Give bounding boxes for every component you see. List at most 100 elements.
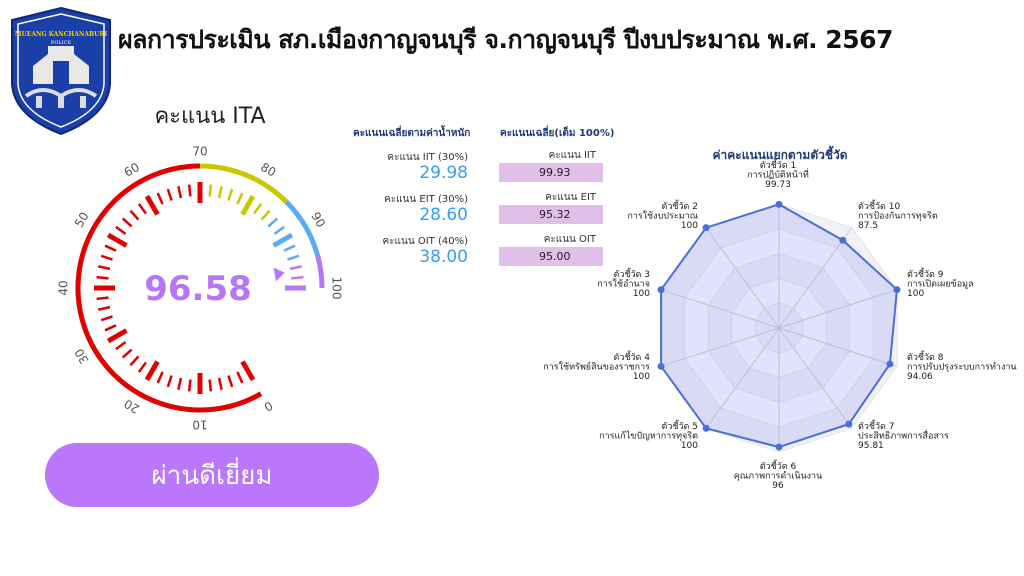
gauge-tick-label: 60: [122, 160, 142, 180]
radar-label-label: 95.81: [858, 441, 884, 451]
radar-label-name: ตัวชี้วัด 4: [614, 350, 651, 363]
radar-axis: [778, 289, 898, 329]
gauge-pointer-icon: [273, 267, 285, 282]
gauge-tick: [96, 275, 109, 280]
average-value: 99.93: [499, 163, 603, 182]
gauge-value: 96.58: [144, 269, 252, 309]
radar-label-name: ตัวชี้วัด 3: [614, 267, 651, 280]
gauge-tick: [217, 377, 223, 390]
gauge-title: คะแนน ITA: [154, 104, 266, 129]
gauge-tick: [267, 217, 279, 228]
gauge-tick: [166, 188, 173, 201]
gauge-tick-label: 20: [122, 396, 142, 416]
gauge-tick: [156, 192, 164, 205]
svg-text:POLICE: POLICE: [51, 40, 72, 46]
radar-label-label: 100: [633, 289, 650, 299]
gauge-tick-label: 100: [330, 277, 344, 300]
weighted-label: คะแนน IIT (30%): [387, 152, 468, 163]
radar-label-label: 87.5: [858, 221, 878, 231]
gauge-tick: [289, 265, 302, 271]
radar-point: [845, 420, 853, 428]
gauge-tick-label: 70: [192, 145, 207, 159]
weighted-value: 38.00: [419, 247, 468, 267]
gauge-tick: [144, 194, 160, 216]
radar-label-desc: การใช้ทรัพย์สินของราชการ: [543, 361, 650, 373]
gauge-tick: [236, 371, 244, 384]
radar-label-label: 96: [772, 481, 784, 491]
status-pass-excellent-button[interactable]: ผ่านดีเยี่ยม: [45, 443, 379, 507]
radar-label-name: ตัวชี้วัด 8: [907, 350, 944, 363]
gauge-tick: [272, 232, 294, 248]
radar-label-desc: การแก้ไขปัญหาการทุจริต: [599, 431, 698, 442]
page-title: ผลการประเมิน สภ.เมืองกาญจนบุรี จ.กาญจนบุ…: [118, 25, 893, 54]
gauge-tick-label: 80: [258, 160, 278, 180]
radar-label-label: 100: [681, 441, 698, 451]
gauge-tick: [144, 360, 160, 382]
radar-label-desc: ประสิทธิภาพการสื่อสาร: [858, 429, 949, 442]
gauge-tick: [106, 328, 128, 344]
gauge-tick: [187, 184, 192, 197]
gauge-tick: [156, 371, 164, 384]
gauge-tick: [129, 355, 140, 367]
radar-axis: [778, 327, 898, 367]
gauge-tick: [121, 348, 133, 359]
average-label: คะแนน EIT: [545, 192, 596, 203]
weighted-value: 28.60: [419, 205, 468, 225]
radar-axis: [660, 289, 780, 329]
gauge-tick: [98, 265, 111, 271]
gauge-tick: [98, 305, 111, 311]
gauge-tick: [208, 184, 213, 197]
radar-label-name: ตัวชี้วัด 7: [858, 419, 895, 432]
gauge-tick: [236, 192, 244, 205]
radar-label-desc: การปรับปรุงระบบการทำงาน: [907, 362, 1017, 373]
radar-label-label: 100: [633, 372, 650, 382]
radar-label-name: ตัวชี้วัด 6: [760, 459, 797, 472]
radar-label-desc: การเปิดเผยข้อมูล: [907, 279, 974, 290]
radar-label-desc: คุณภาพการดำเนินงาน: [734, 471, 823, 482]
weighted-label: คะแนน OIT (40%): [382, 236, 469, 247]
gauge-tick: [100, 254, 113, 261]
average-value: 95.00: [499, 247, 603, 266]
gauge-tick-label: 50: [72, 210, 92, 230]
radar-label-name: ตัวชี้วัด 10: [858, 199, 900, 212]
average-label: คะแนน IIT: [548, 150, 596, 161]
weighted-header: คะแนนเฉลี่ยตามค่าน้ำหนัก: [353, 128, 471, 139]
radar-axis: [705, 327, 780, 429]
gauge-tick: [240, 360, 256, 382]
radar-label-desc: การปฏิบัติหน้าที่: [747, 168, 809, 181]
gauge-band: [284, 199, 321, 258]
radar-point: [775, 443, 783, 451]
gauge-tick: [227, 188, 234, 201]
gauge-tick: [129, 209, 140, 221]
radar-point: [886, 360, 894, 368]
gauge-tick: [96, 296, 109, 301]
gauge-tick-label: 40: [57, 280, 71, 295]
gauge-tick-label: 90: [308, 210, 328, 230]
radar-label-desc: การป้องกันการทุจริต: [858, 211, 938, 222]
gauge-tick: [104, 244, 117, 252]
gauge-tick: [104, 324, 117, 332]
gauge-tick: [115, 225, 127, 235]
gauge-band: [315, 255, 325, 289]
radar-label-desc: การใช้งบประมาณ: [627, 211, 698, 222]
radar-point: [657, 362, 665, 370]
gauge-tick: [166, 375, 173, 388]
radar-label-name: ตัวชี้วัด 9: [907, 267, 944, 280]
gauge-tick: [177, 377, 183, 390]
gauge-band: [75, 163, 263, 413]
svg-text:MUEANG KANCHANABURI: MUEANG KANCHANABURI: [15, 31, 107, 38]
gauge-tick: [106, 232, 128, 248]
gauge-tick: [208, 379, 213, 392]
gauge-tick: [137, 203, 147, 215]
radar-label-name: ตัวชี้วัด 2: [662, 199, 699, 212]
gauge-tick: [287, 254, 300, 261]
radar-axis: [660, 327, 780, 367]
radar-point: [775, 200, 783, 208]
police-logo: MUEANG KANCHANABURI POLICE: [11, 6, 111, 136]
gauge-tick: [187, 379, 192, 392]
gauge-tick: [273, 225, 285, 235]
gauge-tick: [217, 186, 223, 199]
radar-label-name: ตัวชี้วัด 1: [760, 158, 797, 171]
gauge-tick: [240, 194, 256, 216]
gauge-tick: [227, 375, 234, 388]
